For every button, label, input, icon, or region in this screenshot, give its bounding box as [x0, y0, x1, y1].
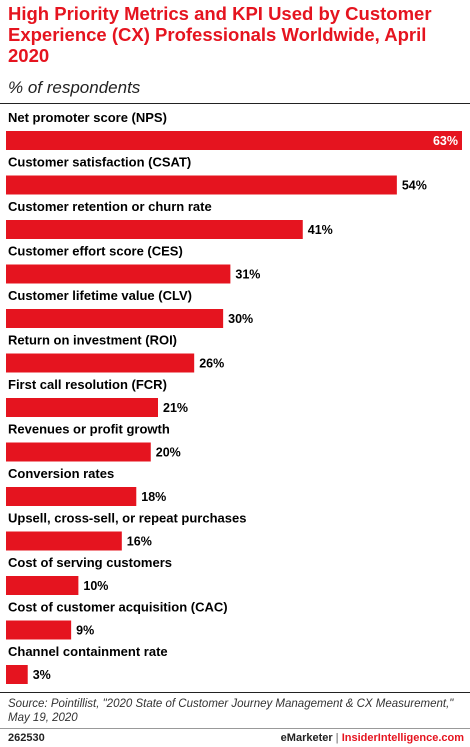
value-label: 3%: [33, 668, 51, 682]
value-label: 26%: [199, 357, 224, 371]
bar-chart: Net promoter score (NPS) 63% Customer sati…: [6, 110, 462, 684]
value-label: 21%: [163, 401, 188, 415]
bar: [6, 131, 462, 150]
top-rule: [0, 103, 470, 104]
chart-id: 262530: [8, 732, 45, 744]
category-label: Cost of serving customers: [8, 555, 172, 570]
category-label: Customer lifetime value (CLV): [8, 288, 192, 303]
bar: [6, 309, 224, 328]
category-label: Return on investment (ROI): [8, 333, 177, 348]
bar: [6, 175, 397, 195]
bar: [6, 531, 122, 551]
bar: [6, 353, 195, 373]
brand-site: InsiderIntelligence.com: [341, 732, 464, 744]
value-label: 31%: [235, 268, 260, 282]
source-note: Source: Pointillist, "2020 State of Cust…: [8, 698, 454, 724]
category-label: Revenues or profit growth: [8, 422, 170, 437]
value-label: 54%: [402, 179, 427, 193]
category-label: Cost of customer acquisition (CAC): [8, 600, 228, 615]
category-label: First call resolution (FCR): [8, 377, 167, 392]
category-label: Upsell, cross-sell, or repeat purchases: [8, 511, 246, 526]
category-label: Conversion rates: [8, 466, 114, 481]
bar: [6, 398, 158, 417]
bar: [6, 665, 28, 684]
footer-rule: [0, 728, 470, 729]
bar: [6, 620, 72, 640]
value-label: 18%: [141, 490, 166, 504]
brand-separator: |: [335, 732, 339, 744]
value-label: 16%: [127, 535, 152, 549]
category-label: Customer retention or churn rate: [8, 199, 212, 214]
bar: [6, 264, 231, 284]
value-label: 20%: [156, 446, 181, 460]
value-label: 41%: [308, 223, 333, 237]
brand-name: eMarketer: [280, 732, 333, 744]
bar: [6, 442, 151, 462]
category-label: Channel containment rate: [8, 644, 168, 659]
category-label: Customer satisfaction (CSAT): [8, 155, 191, 170]
bottom-rule: [0, 692, 470, 693]
bar: [6, 220, 303, 239]
bar: [6, 487, 137, 506]
value-label: 9%: [76, 624, 94, 638]
chart-subtitle: % of respondents: [8, 78, 141, 97]
category-label: Net promoter score (NPS): [8, 110, 167, 125]
chart-title: High Priority Metrics and KPI Used by Cu…: [8, 3, 432, 66]
category-label: Customer effort score (CES): [8, 244, 183, 259]
value-label: 30%: [228, 312, 253, 326]
value-label: 10%: [83, 579, 108, 593]
bar: [6, 576, 79, 595]
value-label: 63%: [433, 134, 458, 148]
footer-brand: eMarketer | InsiderIntelligence.com: [281, 732, 464, 744]
